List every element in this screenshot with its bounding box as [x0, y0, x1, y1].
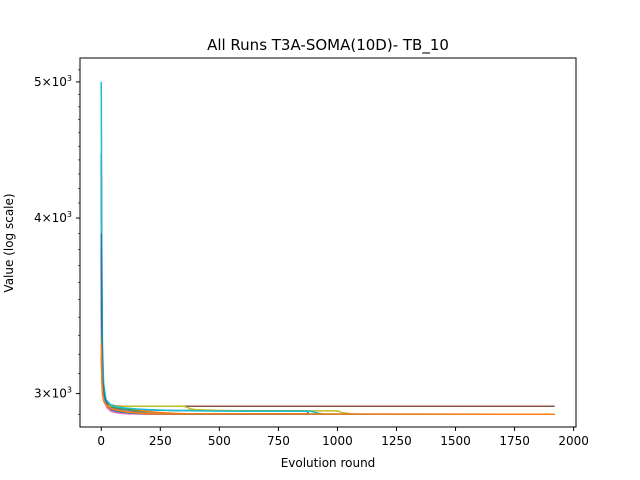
x-tick-label: 2000 — [558, 434, 589, 448]
series-layer — [100, 81, 555, 415]
series-line-10 — [100, 81, 555, 415]
y-tick-label: 5×103 — [34, 74, 72, 89]
y-tick-label: 3×103 — [34, 386, 72, 401]
series-line-12 — [100, 344, 555, 415]
x-tick-label: 1500 — [440, 434, 471, 448]
x-tick-label: 1250 — [381, 434, 412, 448]
y-axis: 3×103 4×103 5×103 — [34, 69, 80, 415]
x-tick-label: 0 — [97, 434, 105, 448]
y-axis-label: Value (log scale) — [2, 193, 16, 292]
x-tick-label: 750 — [267, 434, 290, 448]
y-tick-label: 4×103 — [34, 210, 72, 225]
x-axis-label: Evolution round — [281, 456, 376, 470]
x-axis: 0 250 500 750 1000 1250 1500 1750 2000 — [97, 427, 589, 448]
plot-frame — [79, 57, 577, 428]
x-tick-label: 1750 — [499, 434, 530, 448]
x-tick-label: 500 — [208, 434, 231, 448]
chart-title: All Runs T3A-SOMA(10D)- TB_10 — [207, 36, 449, 55]
x-tick-label: 1000 — [322, 434, 353, 448]
x-tick-label: 250 — [149, 434, 172, 448]
